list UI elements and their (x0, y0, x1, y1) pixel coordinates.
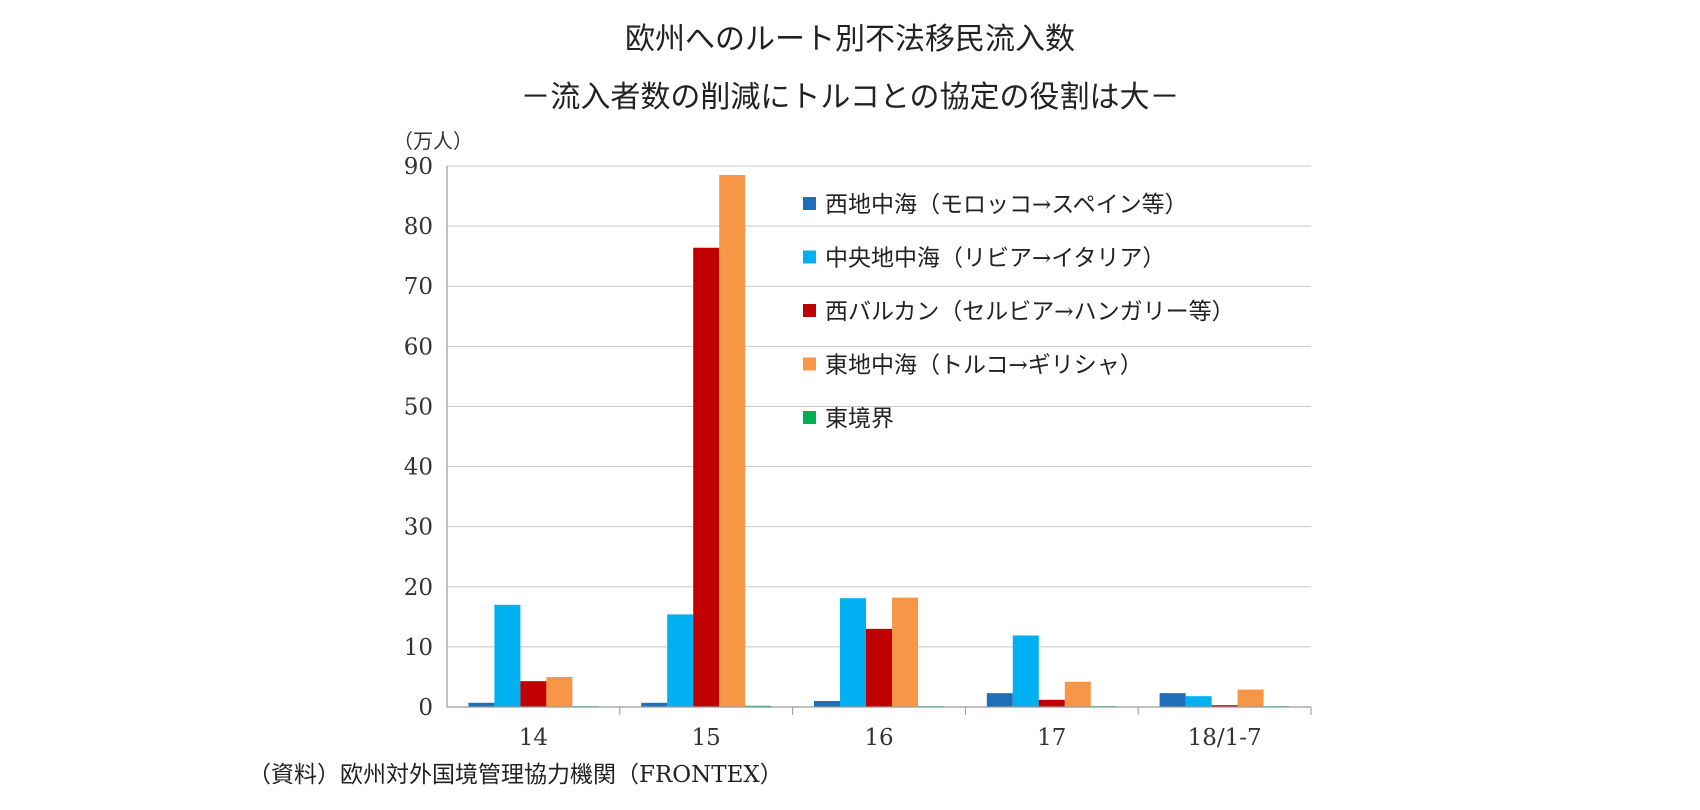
x-tick-label: 14 (519, 725, 548, 751)
bar (1237, 689, 1264, 707)
chart-title: 欧州へのルート別不法移民流入数 (625, 22, 1075, 57)
x-tick-label: 17 (1037, 725, 1066, 751)
y-tick-label: 90 (404, 154, 433, 180)
bar (494, 604, 521, 707)
legend-swatch (803, 411, 816, 424)
bar (1038, 699, 1065, 707)
legend-label: 東地中海（トルコ→ギリシャ） (825, 353, 1143, 379)
bar (745, 705, 772, 707)
y-tick-label: 80 (404, 214, 433, 240)
legend-swatch (803, 304, 816, 317)
legend-label: 西バルカン（セルビア→ハンガリー等） (825, 299, 1235, 325)
legend-swatch (803, 197, 816, 210)
bars (468, 175, 1290, 708)
bar (814, 700, 840, 707)
y-tick-label: 60 (404, 334, 433, 360)
bar (1064, 681, 1091, 707)
bar (546, 676, 573, 707)
bar (641, 702, 668, 707)
y-tick-label: 50 (404, 394, 433, 420)
bar (1185, 696, 1212, 707)
source-note: （資料）欧州対外国境管理協力機関（FRONTEX） (248, 762, 783, 788)
bar (719, 175, 746, 707)
legend-swatch (803, 250, 816, 264)
bar (1012, 635, 1039, 707)
legend-label: 西地中海（モロッコ→スペイン等） (825, 192, 1188, 218)
gridlines (447, 165, 1311, 648)
bar (520, 681, 547, 707)
bar (468, 702, 495, 707)
bar (986, 693, 1013, 707)
y-tick-label: 40 (404, 455, 433, 481)
y-tick-label: 70 (404, 274, 433, 300)
legend-swatch (803, 357, 816, 371)
bar (1159, 693, 1186, 707)
bar (840, 598, 866, 707)
legend-label: 東境界 (825, 406, 894, 432)
axes: 0 10 20 30 40 50 60 70 80 90 14 15 16 17 18/1-7 (404, 154, 1312, 751)
legend-label: 中央地中海（リビア→イタリア） (825, 246, 1165, 272)
y-axis-unit-label: （万人） (393, 129, 473, 153)
bar (892, 597, 918, 707)
x-tick-label: 18/1-7 (1188, 725, 1262, 751)
chart-subtitle: －流入者数の削減にトルコとの協定の役割は大－ (520, 80, 1180, 115)
y-tick-label: 20 (404, 575, 433, 601)
bar (667, 614, 694, 707)
x-tick-label: 15 (692, 725, 721, 751)
legend: 西地中海（モロッコ→スペイン等） 中央地中海（リビア→イタリア） 西バルカン（セルビ… (803, 192, 1235, 432)
y-tick-label: 10 (404, 635, 433, 661)
y-tick-label: 30 (404, 515, 433, 541)
bar (866, 628, 892, 707)
bar (1211, 705, 1238, 707)
y-tick-label: 0 (418, 695, 433, 721)
bar (693, 247, 720, 708)
x-tick-label: 16 (864, 725, 893, 751)
